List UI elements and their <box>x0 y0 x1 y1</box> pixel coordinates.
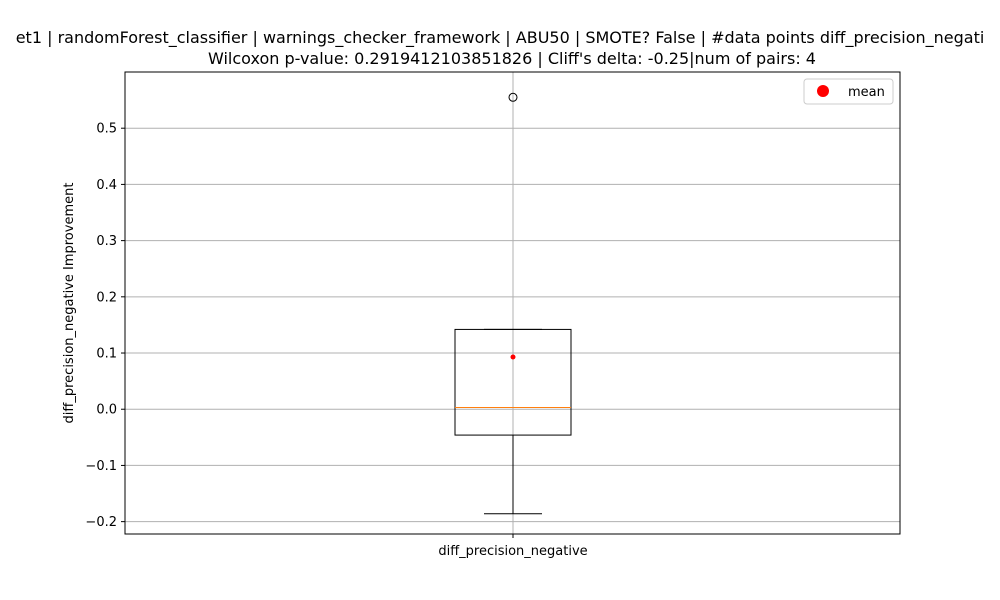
y-tick-label: 0.1 <box>96 347 117 362</box>
x-tick-label: diff_precision_negative <box>438 544 587 559</box>
y-tick-label: −0.1 <box>85 459 117 474</box>
box-plot <box>454 92 572 515</box>
grid-lines <box>125 72 900 534</box>
y-axis-ticks: −0.2 −0.1 0.0 0.1 0.2 0.3 0.4 0.5 <box>85 122 125 530</box>
y-tick-label: −0.2 <box>85 515 117 530</box>
x-axis-ticks: diff_precision_negative <box>438 534 588 559</box>
legend-frame <box>803 78 894 105</box>
y-tick-label: 0.4 <box>96 178 117 193</box>
legend-mean-label: mean <box>848 85 885 100</box>
outlier-point <box>508 92 518 102</box>
chart-title-line2: Wilcoxon p-value: 0.2919412103851826 | C… <box>208 49 816 68</box>
iqr-box <box>454 328 572 436</box>
legend-mean-marker <box>817 85 829 97</box>
legend: mean <box>803 78 894 105</box>
y-axis-label: diff_precision_negative Improvement <box>62 183 77 424</box>
mean-point <box>510 354 516 360</box>
y-tick-label: 0.2 <box>96 290 117 305</box>
y-tick-label: 0.0 <box>96 403 117 418</box>
chart-title-line1: et1 | randomForest_classifier | warnings… <box>16 28 985 48</box>
y-tick-label: 0.3 <box>96 234 117 249</box>
y-tick-label: 0.5 <box>96 122 117 137</box>
